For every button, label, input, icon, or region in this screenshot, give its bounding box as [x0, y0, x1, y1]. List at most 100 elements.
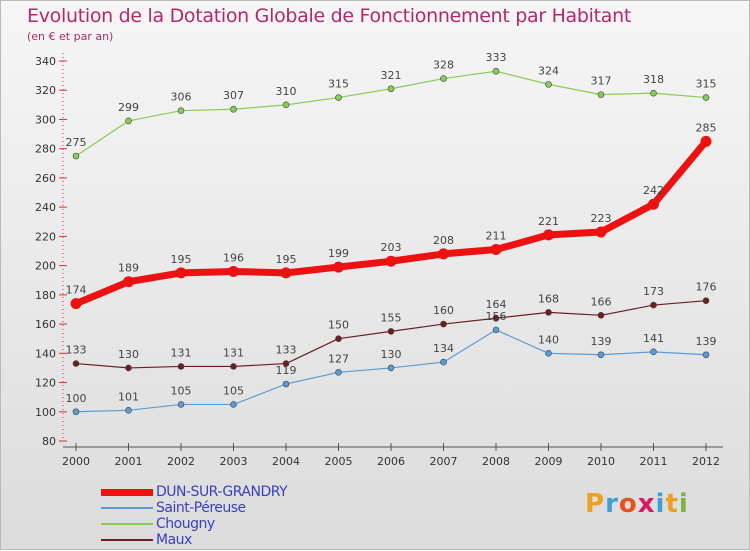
x-tick-label: 2003	[220, 455, 248, 468]
series-line-chougny	[75, 70, 707, 157]
data-point-dun-sur-grandry	[648, 198, 659, 210]
data-point-chougny	[545, 81, 552, 88]
data-label-chougny: 324	[538, 64, 559, 77]
data-label-dun-sur-grandry: 195	[276, 253, 297, 266]
legend-swatch	[101, 539, 153, 541]
data-point-chougny	[72, 152, 80, 160]
data-point-maux	[702, 297, 710, 304]
data-point-dun-sur-grandry	[438, 248, 449, 260]
data-point-saint-p-reuse	[335, 369, 342, 376]
data-point-maux	[177, 363, 185, 370]
data-point-dun-sur-grandry	[490, 244, 502, 256]
data-point-maux	[125, 364, 132, 372]
data-label-maux: 166	[591, 295, 612, 308]
data-point-saint-p-reuse	[282, 380, 290, 388]
data-label-dun-sur-grandry: 196	[223, 251, 244, 264]
data-label-maux: 150	[328, 319, 349, 332]
data-label-maux: 133	[276, 344, 297, 357]
data-point-dun-sur-grandry	[543, 229, 554, 241]
data-point-chougny	[702, 94, 710, 101]
x-tick-label: 2010	[587, 455, 615, 468]
data-point-saint-p-reuse	[545, 350, 552, 357]
data-label-dun-sur-grandry: 242	[643, 184, 664, 197]
data-label-maux: 160	[433, 304, 454, 317]
data-label-maux: 131	[171, 346, 192, 359]
data-point-chougny	[177, 107, 185, 114]
data-point-dun-sur-grandry	[700, 135, 712, 147]
y-tick-label: 220	[35, 230, 56, 243]
data-label-saint-p-reuse: 119	[276, 364, 297, 377]
chart-legend: DUN-SUR-GRANDRY Saint-Péreuse Chougny Maux	[101, 484, 288, 548]
data-point-maux	[387, 328, 395, 335]
legend-item: Saint-Péreuse	[101, 500, 287, 516]
data-label-saint-p-reuse: 105	[171, 384, 192, 397]
data-label-saint-p-reuse: 105	[223, 384, 244, 397]
data-label-chougny: 333	[486, 51, 507, 64]
data-point-maux	[230, 363, 237, 370]
data-label-chougny: 328	[433, 59, 454, 72]
logo-letter: r	[605, 489, 619, 519]
data-point-maux	[282, 360, 290, 367]
data-point-saint-p-reuse	[650, 348, 657, 356]
y-tick-label: 120	[35, 377, 56, 390]
data-label-chougny: 315	[328, 78, 349, 91]
data-point-saint-p-reuse	[387, 364, 395, 372]
legend-item: DUN-SUR-GRANDRY	[101, 484, 288, 500]
data-label-saint-p-reuse: 127	[328, 352, 349, 365]
data-point-chougny	[125, 117, 132, 125]
data-point-maux	[545, 309, 552, 316]
y-tick-label: 240	[35, 201, 56, 214]
chart-title: Evolution de la Dotation Globale de Fonc…	[27, 5, 632, 27]
data-label-dun-sur-grandry: 189	[118, 262, 139, 275]
x-tick-label: 2011	[640, 455, 668, 468]
data-label-saint-p-reuse: 140	[538, 333, 559, 346]
y-tick-label: 300	[35, 113, 56, 126]
data-label-maux: 176	[696, 281, 717, 294]
x-tick-label: 2009	[535, 455, 563, 468]
y-tick-label: 100	[35, 406, 56, 419]
data-label-maux: 173	[643, 285, 664, 298]
data-label-saint-p-reuse: 130	[381, 348, 402, 361]
legend-label: Saint-Péreuse	[156, 500, 246, 516]
data-label-dun-sur-grandry: 195	[171, 253, 192, 266]
data-label-chougny: 307	[223, 89, 244, 102]
data-label-dun-sur-grandry: 221	[538, 215, 559, 228]
x-tick-label: 2000	[62, 455, 90, 468]
series-line-dun-sur-grandry	[74, 139, 709, 307]
logo-letter: i	[655, 489, 666, 519]
y-tick-label: 80	[42, 435, 56, 448]
data-label-maux: 131	[223, 346, 244, 359]
x-tick-label: 2001	[115, 455, 143, 468]
y-tick-label: 340	[35, 55, 56, 68]
data-point-chougny	[440, 75, 447, 82]
data-label-chougny: 275	[66, 136, 87, 149]
data-label-chougny: 318	[643, 73, 664, 86]
logo-letter: P	[585, 489, 606, 519]
x-tick-label: 2008	[482, 455, 510, 468]
data-label-maux: 130	[118, 348, 139, 361]
data-label-chougny: 315	[696, 78, 717, 91]
y-tick-label: 280	[35, 143, 56, 156]
data-label-saint-p-reuse: 141	[643, 332, 664, 345]
data-point-maux	[440, 320, 447, 328]
data-point-saint-p-reuse	[702, 351, 710, 359]
data-point-dun-sur-grandry	[280, 267, 292, 279]
logo-letter: i	[678, 489, 689, 519]
data-point-saint-p-reuse	[125, 407, 132, 414]
data-label-chougny: 306	[171, 91, 192, 104]
data-point-dun-sur-grandry	[228, 265, 239, 277]
data-label-maux: 133	[66, 344, 87, 357]
y-tick-label: 200	[35, 260, 56, 273]
data-label-maux: 155	[381, 311, 402, 324]
data-label-dun-sur-grandry: 223	[591, 212, 612, 225]
data-point-saint-p-reuse	[440, 358, 447, 366]
data-label-saint-p-reuse: 100	[66, 392, 87, 405]
legend-swatch	[101, 523, 153, 525]
data-point-maux	[335, 335, 342, 342]
x-tick-label: 2002	[167, 455, 195, 468]
data-label-chougny: 310	[276, 85, 297, 98]
y-tick-label: 320	[35, 84, 56, 97]
legend-label: DUN-SUR-GRANDRY	[156, 484, 288, 500]
